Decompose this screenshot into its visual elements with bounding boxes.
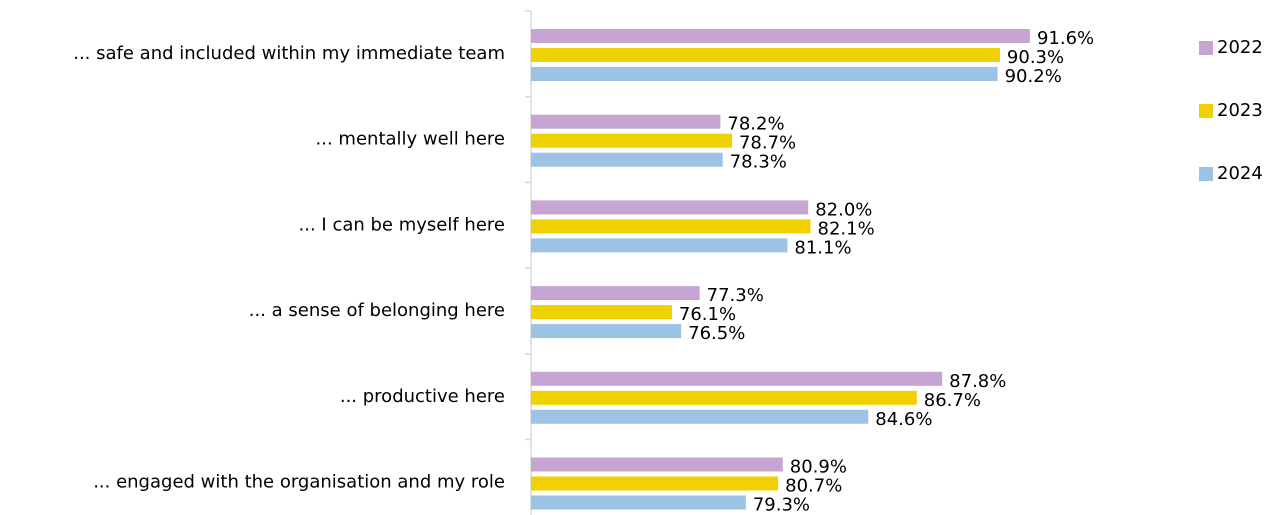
value-label: 79.3% [753,495,810,515]
bar [531,114,721,129]
bar [531,67,998,81]
value-label: 84.6% [875,409,932,430]
bar [531,286,700,301]
legend-label: 2023 [1217,100,1263,121]
value-label: 78.7% [739,133,796,154]
value-label: 76.1% [679,304,736,325]
bar [531,495,746,510]
bar [531,48,1000,62]
legend-swatch [1199,104,1213,118]
value-label: 86.7% [924,390,981,411]
bar [531,238,788,253]
bar [531,371,943,386]
category-label: ... I can be myself here [299,214,505,235]
value-label: 80.9% [790,457,847,478]
legend-label: 2022 [1217,37,1263,58]
bar [531,200,809,215]
value-label: 78.2% [727,114,784,135]
category-label: ... mentally well here [316,129,505,150]
bar [531,305,672,320]
value-label: 76.5% [688,323,745,344]
bar [531,457,783,472]
value-label: 80.7% [785,476,842,497]
bar [531,29,1030,43]
category-label: ... productive here [340,386,505,407]
category-label: ... a sense of belonging here [249,300,505,321]
legend-label: 2024 [1217,163,1263,184]
bar [531,133,732,148]
value-label: 78.3% [730,152,787,173]
bar [531,409,869,424]
bar [531,219,811,234]
bar [531,390,917,405]
value-label: 82.1% [818,218,875,239]
bar [531,152,723,167]
bar [531,324,682,339]
value-label: 90.2% [1005,66,1062,87]
legend-swatch [1199,41,1213,55]
value-label: 87.8% [949,371,1006,392]
value-label: 82.0% [815,199,872,220]
bar [531,476,779,491]
category-label: ... engaged with the organisation and my… [93,472,505,493]
value-label: 77.3% [707,285,764,306]
value-label: 90.3% [1007,47,1064,68]
legend-swatch [1199,167,1213,181]
value-label: 81.1% [794,237,851,258]
category-label: ... safe and included within my immediat… [73,43,505,64]
value-label: 91.6% [1037,28,1094,49]
